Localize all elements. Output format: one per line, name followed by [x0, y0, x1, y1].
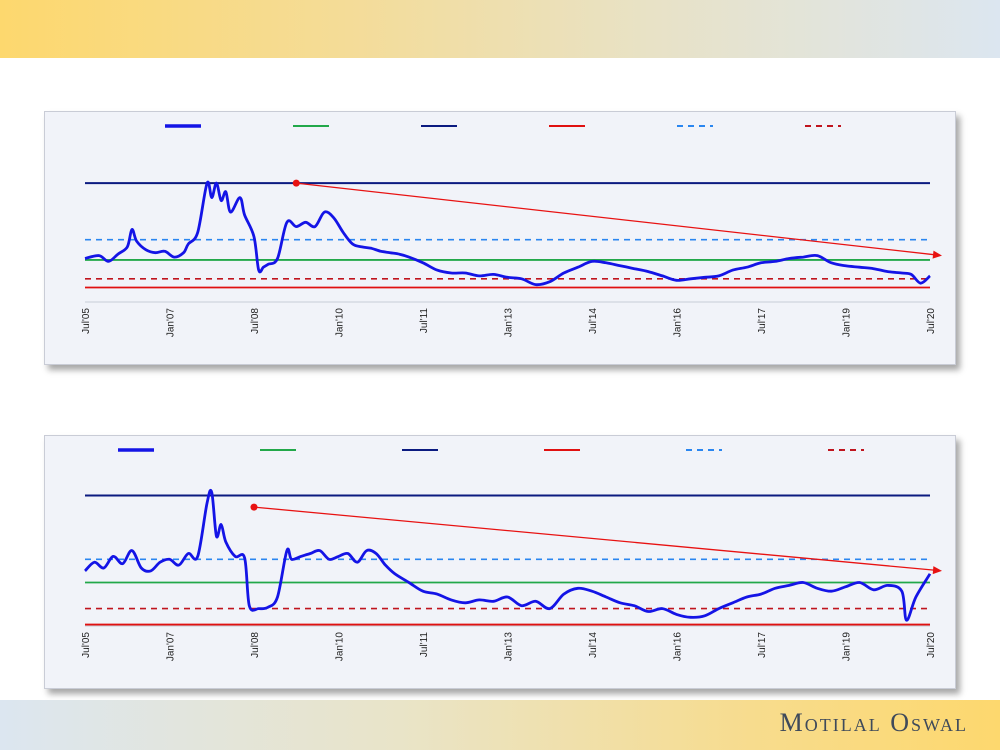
footer-band: [0, 700, 1000, 750]
header-band: [0, 0, 1000, 58]
x-tick-label-11: Jul'20: [926, 308, 937, 334]
x-tick-label-4: Jan'10: [335, 308, 346, 338]
x-tick-label-6: Jan'13: [504, 632, 515, 662]
x-tick-label-1: Jul'05: [81, 308, 92, 334]
x-tick-label-11: Jul'20: [926, 632, 937, 658]
series-line-1: [84, 180, 931, 287]
chart-panel-2: Jul'05 Jan'07 Jul'08 Jan'10 Jul'11 Jan'13 Jul'…: [44, 435, 956, 689]
x-tick-label-8: Jan'16: [673, 632, 684, 662]
chart-2: Jul'05 Jan'07 Jul'08 Jan'10 Jul'11 Jan'13 Jul'…: [81, 448, 942, 662]
x-tick-label-9: Jul'17: [757, 632, 768, 658]
trend-arrow-line: [296, 182, 935, 256]
x-tick-label-7: Jul'14: [588, 632, 599, 658]
x-tick-label-6: Jan'13: [504, 308, 515, 338]
x-tick-label-10: Jan'19: [842, 632, 853, 662]
trend-arrow-head: [932, 566, 942, 575]
chart-1: Jul'05 Jan'07 Jul'08 Jan'10 Jul'11 Jan'13 Jul'…: [81, 124, 942, 338]
x-tick-label-5: Jul'11: [419, 308, 430, 334]
trend-arrow-line: [253, 506, 935, 571]
x-tick-label-2: Jan'07: [166, 308, 177, 338]
x-tick-label-5: Jul'11: [419, 632, 430, 658]
x-tick-label-9: Jul'17: [757, 308, 768, 334]
brand-logo: Motilal Oswal: [779, 708, 968, 737]
x-tick-label-3: Jul'08: [250, 632, 261, 658]
x-tick-label-8: Jan'16: [673, 308, 684, 338]
chart-panel-1: Jul'05 Jan'07 Jul'08 Jan'10 Jul'11 Jan'13 Jul'…: [44, 111, 956, 365]
x-tick-label-10: Jan'19: [842, 308, 853, 338]
trend-arrow-head: [932, 250, 942, 259]
x-tick-label-4: Jan'10: [335, 632, 346, 662]
series-line-1: [84, 488, 932, 622]
x-tick-label-3: Jul'08: [250, 308, 261, 334]
x-tick-label-2: Jan'07: [166, 632, 177, 662]
x-tick-label-1: Jul'05: [81, 632, 92, 658]
x-tick-label-7: Jul'14: [588, 308, 599, 334]
